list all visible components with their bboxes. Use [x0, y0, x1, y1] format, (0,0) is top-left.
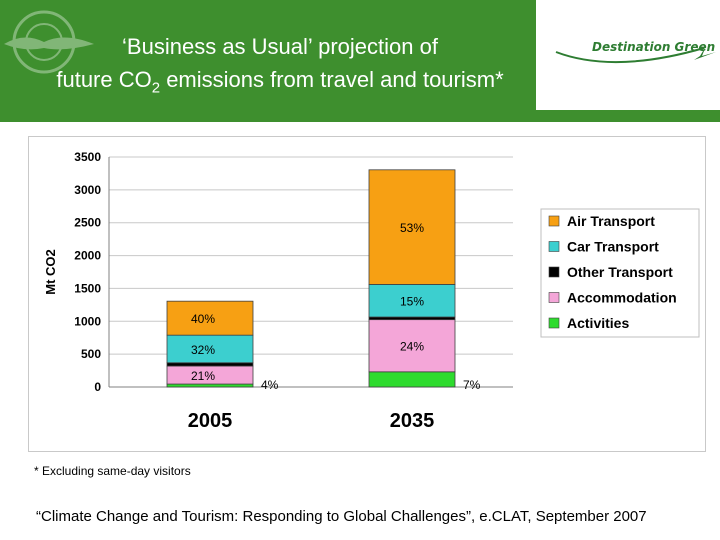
- y-tick-label: 3500: [74, 150, 101, 164]
- title-subscript: 2: [151, 79, 161, 97]
- y-tick-label: 3000: [74, 183, 101, 197]
- chart-frame: 0 500 1000 1500 2000 2500 3000 3500 Mt CO2 2005 20…: [28, 136, 706, 452]
- stacked-bar-chart: 0 500 1000 1500 2000 2500 3000 3500 Mt CO2 2005 20…: [43, 150, 700, 432]
- y-tick-label: 1000: [74, 314, 101, 328]
- bar-segment: [368, 169, 456, 285]
- bar-segment: [368, 371, 456, 388]
- source-citation: “Climate Change and Tourism: Responding …: [36, 508, 647, 525]
- legend-swatch: [548, 241, 560, 252]
- data-label: 15%: [400, 295, 424, 309]
- data-label: 53%: [400, 221, 424, 235]
- y-axis-label: Mt CO2: [43, 249, 58, 295]
- data-label: 32%: [191, 343, 215, 357]
- bar-segment: [368, 319, 456, 373]
- bar-segment: [166, 300, 254, 336]
- data-label: 40%: [191, 312, 215, 326]
- legend-swatch: [548, 317, 560, 329]
- data-label: 7%: [463, 378, 481, 392]
- title-line-2-end: emissions from travel and tourism*: [160, 67, 504, 92]
- x-tick-label: 2035: [390, 410, 435, 432]
- data-label: 24%: [400, 340, 424, 354]
- legend-label: Car Transport: [567, 239, 659, 255]
- bar-segment: [166, 362, 254, 367]
- y-tick-label: 2500: [74, 216, 101, 230]
- legend-label: Accommodation: [567, 290, 677, 306]
- brand-name: Destination Green: [592, 40, 716, 54]
- footnote: * Excluding same-day visitors: [34, 464, 191, 478]
- icao-seal-icon: [4, 10, 94, 74]
- legend-swatch: [548, 215, 560, 227]
- legend-label: Air Transport: [567, 213, 655, 229]
- y-tick-label: 2000: [74, 249, 101, 263]
- legend-swatch: [548, 266, 560, 278]
- x-tick-label: 2005: [188, 410, 233, 432]
- brand-swoosh-icon: [555, 46, 716, 64]
- y-tick-label: 0: [94, 380, 101, 394]
- legend-label: Activities: [567, 315, 629, 331]
- bar-segment: [368, 284, 456, 318]
- title-line-2: future CO2 emissions from travel and tou…: [0, 63, 560, 104]
- y-tick-label: 1500: [74, 281, 101, 295]
- legend-swatch: [548, 292, 560, 303]
- page-title: ‘Business as Usual’ projection of future…: [0, 30, 560, 104]
- title-line-1: ‘Business as Usual’ projection of: [122, 34, 438, 59]
- brand-logo: Destination Green: [536, 0, 720, 110]
- y-tick-label: 500: [81, 347, 101, 361]
- title-line-2-start: future CO: [56, 67, 152, 92]
- data-label: 21%: [191, 369, 215, 383]
- legend-label: Other Transport: [567, 264, 673, 280]
- data-label: 4%: [261, 378, 279, 392]
- bar-segment: [166, 383, 254, 388]
- legend-box: [540, 208, 700, 338]
